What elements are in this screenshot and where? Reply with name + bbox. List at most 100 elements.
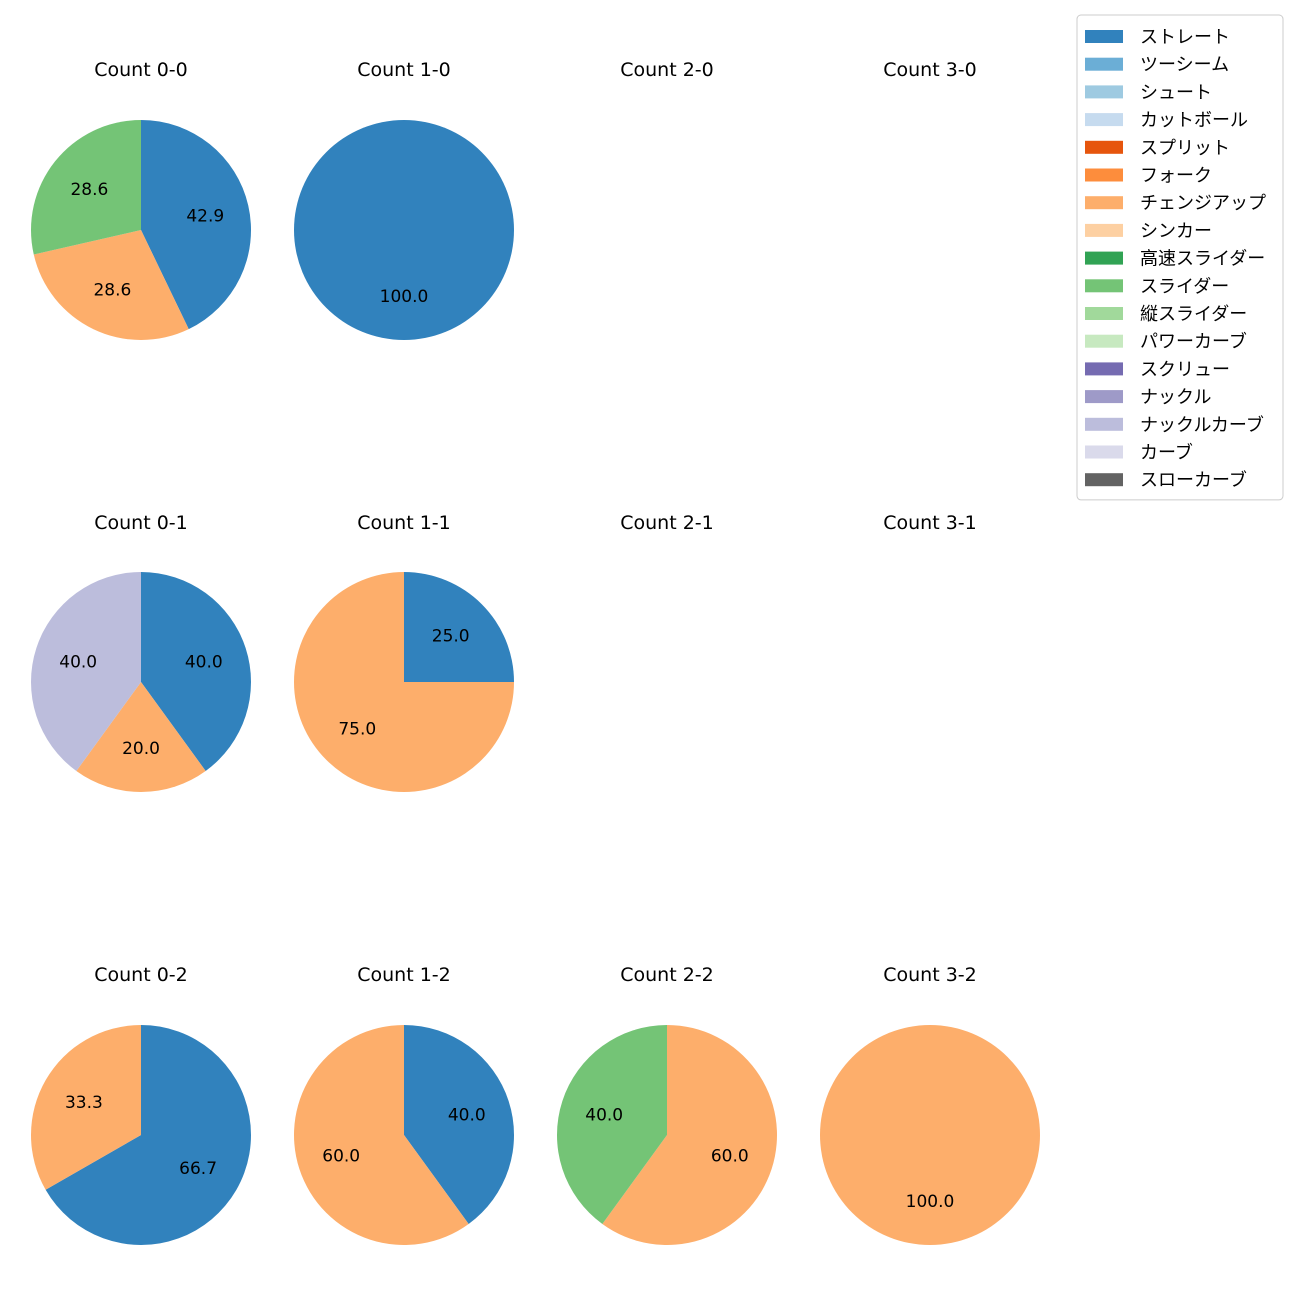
legend-swatch	[1085, 334, 1123, 348]
pie-slice-pitch-6	[820, 1025, 1040, 1245]
slice-percent-label: 25.0	[432, 626, 470, 646]
legend-swatch	[1085, 196, 1123, 210]
pie-slice-pitch-9	[31, 119, 141, 255]
legend-item: 高速スライダー	[1085, 249, 1265, 270]
pie-panel: Count 1-1 25.0 75.0	[294, 512, 514, 792]
slice-percent-label: 33.3	[65, 1093, 103, 1113]
legend-label: チェンジアップ	[1140, 193, 1266, 214]
legend-swatch	[1085, 362, 1123, 376]
legend-item: フォーク	[1085, 166, 1212, 187]
legend-swatch	[1085, 417, 1123, 431]
legend-item: ナックル	[1085, 387, 1211, 408]
pie-panel: Count 3-0	[883, 59, 977, 81]
legend-label: カットボール	[1140, 110, 1248, 131]
legend-label: カーブ	[1140, 442, 1193, 464]
legend-label: 高速スライダー	[1140, 249, 1265, 270]
legend-swatch	[1085, 57, 1123, 71]
slice-percent-label: 100.0	[906, 1192, 955, 1212]
panel-title: Count 1-0	[357, 59, 451, 81]
pie-slice-pitch-0	[404, 1025, 515, 1224]
legend-label: ナックル	[1140, 387, 1211, 408]
pie-panel: Count 3-2 100.0	[820, 964, 1040, 1245]
slice-percent-label: 40.0	[448, 1106, 486, 1126]
panel-title: Count 3-0	[883, 59, 977, 81]
slice-percent-label: 40.0	[585, 1106, 623, 1126]
legend-item: スライダー	[1085, 276, 1229, 297]
legend-item: スクリュー	[1085, 359, 1230, 380]
pie-slice-pitch-0	[45, 1025, 251, 1245]
pie-panel: Count 1-0 100.0	[294, 59, 514, 340]
slice-percent-label: 75.0	[338, 720, 376, 740]
legend-swatch	[1085, 279, 1123, 293]
legend-label: フォーク	[1140, 166, 1212, 187]
legend-item: スローカーブ	[1085, 469, 1247, 491]
legend-label: シュート	[1140, 82, 1212, 103]
legend-item: シュート	[1085, 82, 1212, 103]
legend-label: ツーシーム	[1140, 55, 1229, 76]
legend-frame	[1076, 14, 1284, 501]
panel-title: Count 3-1	[883, 512, 977, 534]
legend-swatch	[1085, 168, 1123, 182]
slice-percent-label: 60.0	[711, 1146, 749, 1166]
legend-label: シンカー	[1140, 221, 1212, 242]
legend-label: スクリュー	[1140, 359, 1230, 380]
pie-panel: Count 3-1	[883, 512, 977, 534]
legend-item: ツーシーム	[1085, 55, 1229, 76]
slice-percent-label: 28.6	[70, 180, 108, 200]
legend-swatch	[1085, 113, 1123, 127]
pie-slice-pitch-14	[30, 572, 141, 771]
pie-slice-pitch-0	[141, 572, 252, 771]
legend-label: ストレート	[1140, 27, 1230, 48]
panel-title: Count 0-2	[94, 964, 188, 986]
slice-percent-label: 66.7	[179, 1159, 217, 1179]
pie-slice-pitch-6	[294, 1025, 469, 1246]
pie-slice-pitch-6	[76, 682, 206, 793]
legend-label: ナックルカーブ	[1140, 414, 1264, 436]
pie-panel: Count 2-0	[620, 59, 714, 81]
legend-item: シンカー	[1085, 221, 1212, 242]
panel-title: Count 1-2	[357, 964, 451, 986]
pie-slice-pitch-6	[33, 230, 189, 341]
pie-slice-pitch-0	[404, 572, 514, 682]
legend-label: スライダー	[1140, 276, 1229, 297]
legend-swatch	[1085, 223, 1123, 237]
pie-panel: Count 0-0 42.9 28.6 28.6	[31, 59, 252, 341]
legend-label: スプリット	[1140, 138, 1230, 159]
pie-slice-pitch-6	[30, 1025, 142, 1190]
legend-item: カーブ	[1085, 442, 1193, 464]
legend-item: 縦スライダー	[1085, 304, 1247, 325]
panel-title: Count 2-2	[620, 964, 714, 986]
pie-panel: Count 1-2 40.0 60.0	[294, 964, 515, 1246]
pie-slice-pitch-9	[556, 1025, 667, 1224]
panel-title: Count 0-0	[94, 59, 188, 81]
legend-label: 縦スライダー	[1140, 304, 1247, 325]
panel-title: Count 2-0	[620, 59, 714, 81]
panel-title: Count 2-1	[620, 512, 714, 534]
slice-percent-label: 60.0	[322, 1146, 360, 1166]
legend-label: パワーカーブ	[1140, 331, 1247, 353]
legend-swatch	[1085, 30, 1123, 43]
pie-slice-pitch-6	[294, 572, 514, 792]
slice-percent-label: 28.6	[93, 281, 131, 301]
legend-swatch	[1085, 445, 1123, 459]
slice-percent-label: 40.0	[185, 653, 223, 673]
pie-panel: Count 2-2 60.0 40.0	[556, 964, 777, 1245]
pie-slice-pitch-0	[294, 120, 514, 340]
legend-item: チェンジアップ	[1085, 193, 1266, 214]
legend: ストレートツーシームシュートカットボールスプリットフォークチェンジアップシンカー…	[1076, 14, 1284, 501]
legend-label: スローカーブ	[1140, 469, 1247, 491]
slice-percent-label: 42.9	[186, 206, 224, 226]
legend-swatch	[1085, 390, 1123, 404]
legend-swatch	[1085, 251, 1123, 265]
legend-item: スプリット	[1085, 138, 1230, 159]
legend-swatch	[1085, 85, 1123, 99]
legend-item: パワーカーブ	[1085, 331, 1247, 353]
pie-slice-pitch-6	[602, 1025, 777, 1245]
slice-percent-label: 20.0	[122, 739, 160, 759]
panel-title: Count 3-2	[883, 964, 977, 986]
pie-panel: Count 0-1 40.0 20.0 40.0	[30, 512, 252, 793]
legend-item: カットボール	[1085, 110, 1248, 131]
legend-item: ナックルカーブ	[1085, 414, 1264, 436]
